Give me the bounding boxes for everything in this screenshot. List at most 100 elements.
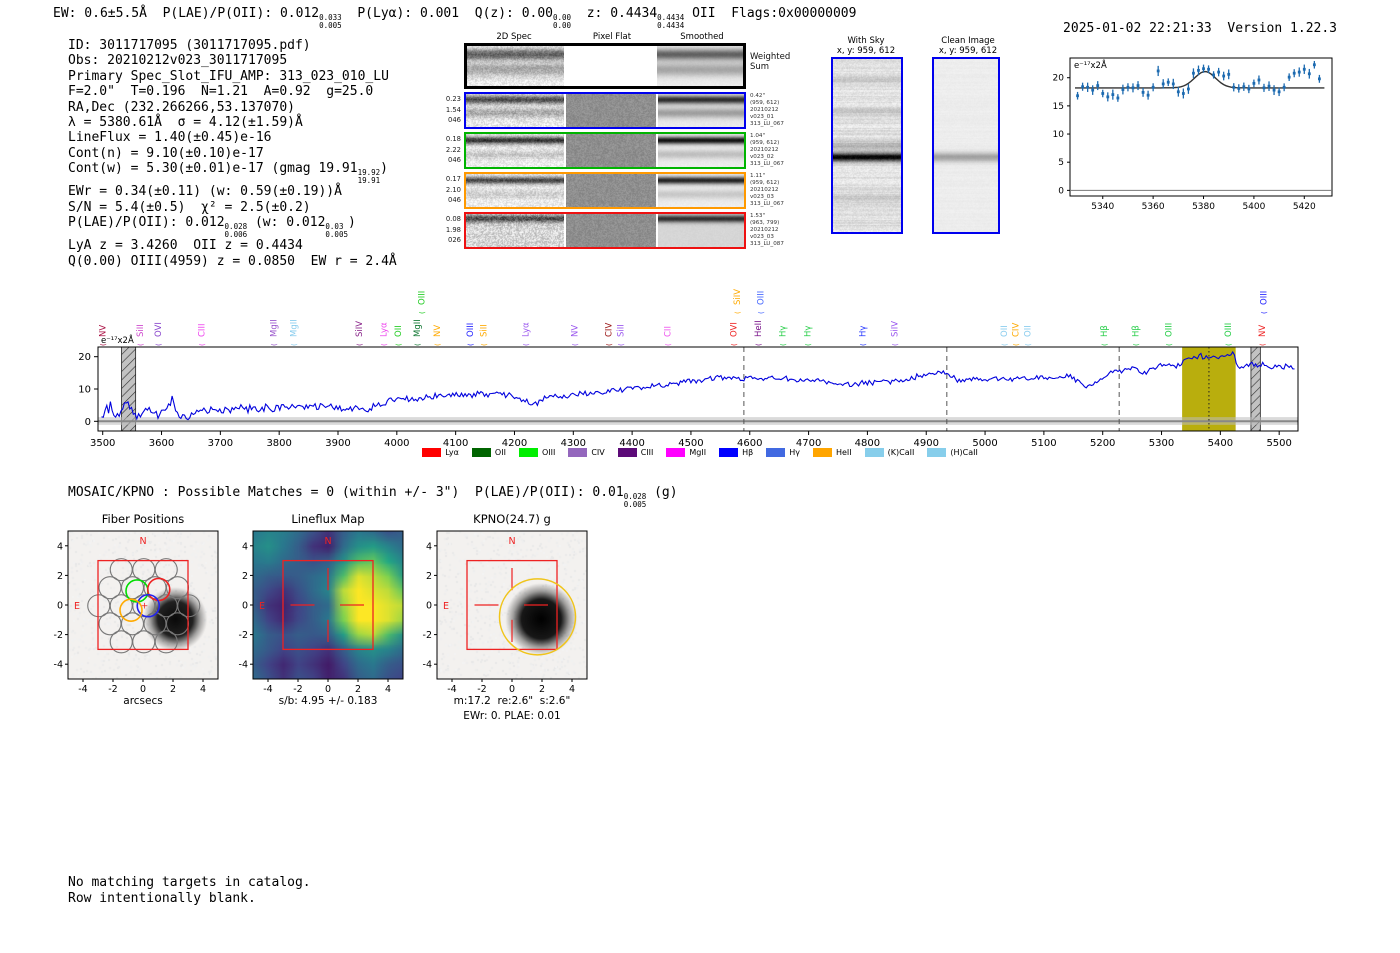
svg-text:-4: -4: [447, 684, 456, 695]
line-label-OIII: OIII: [418, 291, 428, 305]
fiber-row-left-stats: 0.23 1.54 046: [445, 95, 461, 124]
selected-fiber-circle: [136, 593, 161, 618]
line-label-Hγ: Hγ: [779, 326, 789, 337]
svg-text:(: (: [755, 343, 763, 346]
weighted-sum-row: [464, 43, 746, 89]
line-label-OII: OII: [394, 325, 404, 337]
fiber-pixelflat-image: [566, 174, 656, 207]
report-datetime: 2025-01-02 22:21:33: [1063, 21, 1212, 36]
fiber-pixelflat-image: [566, 134, 656, 167]
line-label-Hβ: Hβ: [1100, 325, 1110, 337]
with-sky-xy: x, y: 959, 612: [836, 46, 896, 56]
fiber-smoothed-image: [658, 174, 744, 207]
svg-text:4700: 4700: [796, 438, 821, 449]
info-line: EWr = 0.34(±0.11) (w: 0.59(±0.19))Å: [68, 184, 342, 200]
line-fit-inset-chart: 0 5 10 15 20 5340 5360 5380 5400 5420 e⁻¹⁷x2Å: [1053, 57, 1333, 212]
spectral-line-legend: Lyα OII OIII CIV CIII MgII Hβ Hγ HeII (K)CaII (H)C…: [320, 446, 1080, 459]
fiber-row-left-stats: 0.18 2.22 046: [445, 135, 461, 164]
svg-text:2: 2: [57, 571, 63, 582]
line-label-SiIV: SiIV: [733, 289, 743, 305]
svg-text:-4: -4: [239, 660, 248, 671]
line-label-SiIV: SiIV: [890, 321, 900, 337]
svg-text:E: E: [74, 601, 80, 612]
legend-swatch: [812, 448, 832, 457]
stacked-value: 0.033 0.005: [319, 13, 342, 30]
svg-text:-4: -4: [263, 684, 272, 695]
line-label-Lyα: Lyα: [522, 322, 532, 337]
weighted-pixelflat-image: [565, 46, 656, 86]
legend-swatch: [766, 448, 786, 457]
svg-text:5380: 5380: [1192, 202, 1215, 212]
with-sky-title: With Sky: [847, 36, 885, 46]
line-label-MgII: MgII: [413, 319, 423, 337]
svg-text:2: 2: [355, 684, 361, 695]
svg-text:3900: 3900: [325, 438, 350, 449]
info-line: Obs: 20210212v023_3011717095: [68, 53, 288, 69]
fiber-cutout-row: [464, 92, 746, 129]
svg-text:e⁻¹⁷x2Å: e⁻¹⁷x2Å: [1074, 59, 1107, 71]
line-label-NV: NV: [433, 325, 443, 337]
legend-item-Hβ: Hβ: [719, 448, 753, 457]
svg-text:10: 10: [78, 385, 91, 396]
weighted-sum-label: Weighted Sum: [750, 52, 791, 72]
svg-text:4600: 4600: [737, 438, 762, 449]
mosaic-kpno-summary-line: MOSAIC/KPNO : Possible Matches = 0 (with…: [68, 485, 678, 509]
svg-text:(: (: [734, 311, 742, 314]
info-line: Q(0.00) OIII(4959) z = 0.0850 EW r = 2.4…: [68, 253, 397, 269]
svg-text:(: (: [1133, 343, 1141, 346]
stacked-value: 0.03 0.005: [325, 222, 348, 239]
line-label-CIII: CIII: [198, 324, 208, 337]
with-sky-cutout: [831, 57, 903, 234]
line-label-OIII: OIII: [1224, 323, 1234, 337]
svg-text:(: (: [100, 343, 108, 346]
svg-text:(: (: [395, 343, 403, 346]
fiber-row-left-stats: 0.17 2.10 046: [445, 175, 461, 204]
legend-item-MgII: MgII: [666, 448, 706, 457]
fiber-positions-xlabel: arcsecs: [123, 695, 163, 707]
info-line: ID: 3011717095 (3011717095.pdf): [68, 38, 311, 53]
legend-item-CIII: CIII: [617, 448, 653, 457]
line-label-OVI: OVI: [154, 322, 164, 337]
svg-text:(: (: [480, 343, 488, 346]
svg-text:(: (: [1260, 311, 1268, 314]
line-label-MgII: MgII: [269, 319, 279, 337]
svg-text:-2: -2: [108, 684, 117, 695]
svg-text:+: +: [141, 602, 149, 612]
svg-text:3500: 3500: [90, 438, 115, 449]
line-label-OIII: OIII: [756, 291, 766, 305]
legend-item-CIV: CIV: [568, 448, 605, 457]
svg-text:4200: 4200: [502, 438, 527, 449]
fiber-2dspec-image: [466, 214, 564, 247]
svg-text:5: 5: [1058, 158, 1064, 168]
fiber-row-right-info: 1.11" (959, 612) 20210212 v023_03 313_LU_067: [750, 173, 784, 207]
stacked-value: 19.92 19.91: [357, 168, 381, 185]
svg-text:3600: 3600: [149, 438, 174, 449]
legend-swatch: [666, 448, 686, 457]
fiber-pixelflat-image: [566, 214, 656, 247]
stacked-value: 0.4434 0.4434: [657, 13, 685, 30]
selected-fiber-circle: [119, 598, 143, 622]
legend-swatch: [518, 448, 538, 457]
legend-item-(H)CaII: (H)CaII: [927, 448, 978, 457]
svg-text:4500: 4500: [678, 438, 703, 449]
detection-info-block: ID: 3011717095 (3011717095.pdf) Obs: 2021…: [68, 38, 397, 269]
lineflux-map-xlabel: s/b: 4.95 +/- 0.183: [278, 695, 378, 707]
cutout-col-header-smoothed: Smoothed: [680, 32, 724, 42]
legend-item-Lyα: Lyα: [422, 448, 459, 457]
svg-text:N: N: [508, 536, 515, 547]
full-spectrum-chart: 3500 3600 3700 3800 3900 4000 4100 4200 4300 4400…: [78, 289, 1299, 449]
svg-text:(: (: [757, 311, 765, 314]
svg-text:20: 20: [78, 352, 91, 363]
line-label-Lyα: Lyα: [379, 322, 389, 337]
svg-text:(: (: [467, 343, 475, 346]
weighted-2dspec-image: [467, 46, 564, 86]
fiber-positions-title: Fiber Positions: [101, 512, 185, 526]
svg-text:N: N: [139, 536, 146, 547]
svg-text:2: 2: [242, 571, 248, 582]
svg-text:5100: 5100: [1031, 438, 1056, 449]
svg-text:4800: 4800: [855, 438, 880, 449]
svg-text:3800: 3800: [266, 438, 291, 449]
svg-text:E: E: [259, 601, 265, 612]
fiber-row-right-info: 1.04" (959, 612) 20210212 v023_02 313_LU_067: [750, 133, 784, 167]
svg-text:4: 4: [200, 684, 206, 695]
